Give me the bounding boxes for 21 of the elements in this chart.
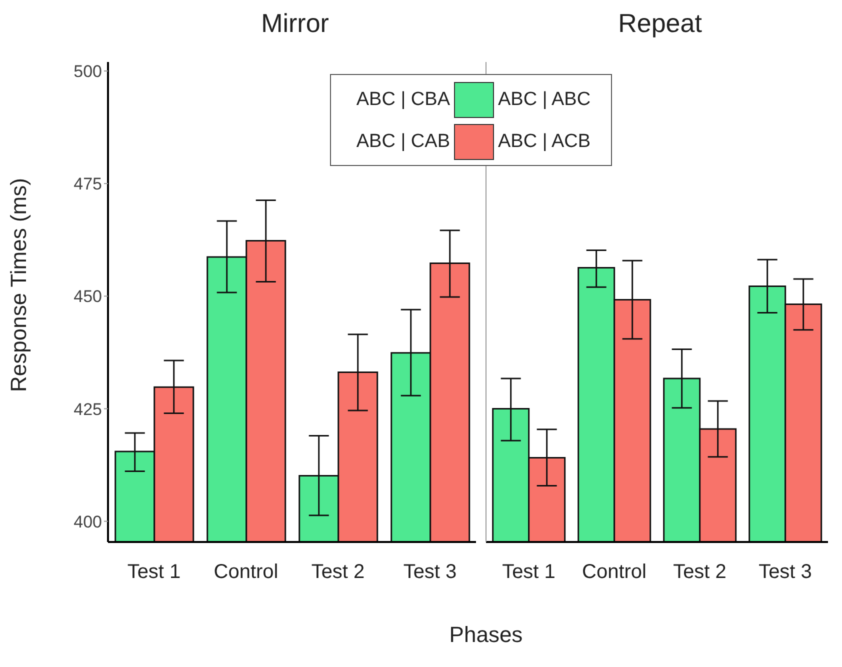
x-tick-label: Test 1 [502, 561, 556, 584]
y-tick-label: 400 [74, 512, 102, 532]
y-tick-label: 475 [74, 174, 102, 194]
x-tick-label: Control [582, 561, 646, 584]
y-tick-label: 425 [74, 400, 102, 419]
legend-label: ABC | CBA [356, 88, 450, 112]
y-tick-label: 450 [74, 287, 102, 306]
x-tick-label: Test 3 [403, 561, 457, 584]
x-tick-label: Test 1 [127, 561, 181, 584]
x-tick-label: Test 2 [673, 561, 726, 584]
x-tick-label: Test 3 [758, 561, 812, 584]
y-axis-title: Response Times (ms) [6, 178, 31, 392]
y-tick-label: 500 [74, 62, 102, 82]
x-axis-title: Phases [448, 622, 524, 648]
x-tick-label: Control [214, 561, 278, 584]
chart-title: Repeat [617, 8, 703, 40]
legend-label: ABC | ACB [498, 130, 591, 154]
chart-title: Mirror [260, 8, 330, 40]
x-tick-label: Test 2 [311, 561, 365, 584]
legend-label: ABC | ABC [498, 88, 591, 112]
legend-label: ABC | CAB [356, 130, 450, 154]
